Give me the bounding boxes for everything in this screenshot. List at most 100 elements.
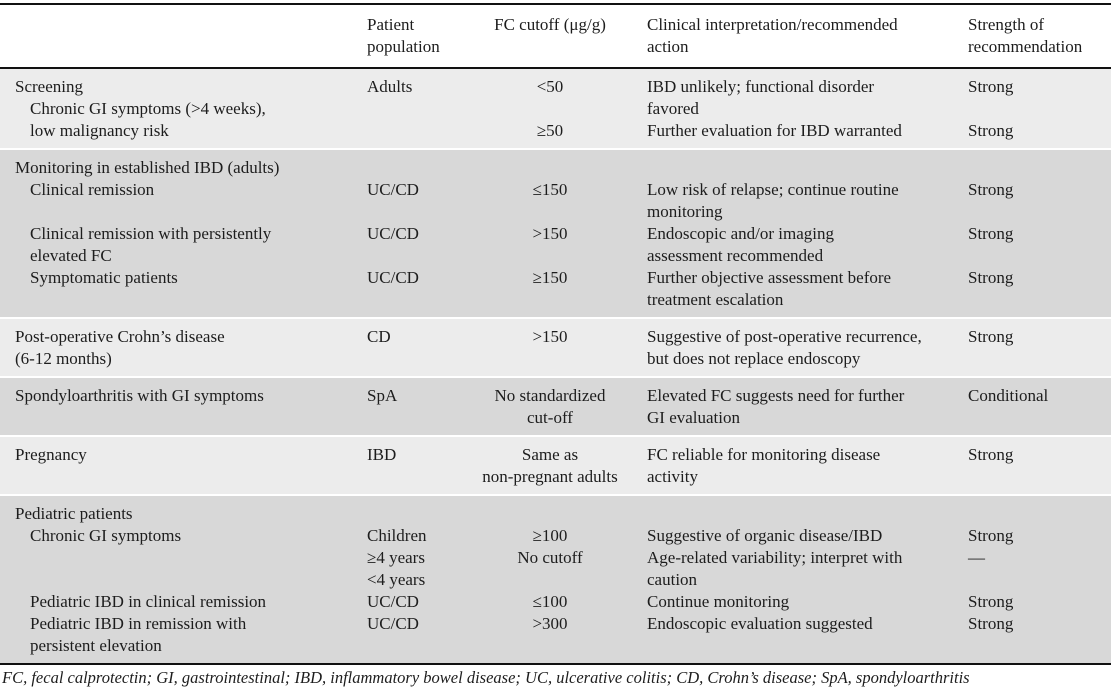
table-row: Screening Adults <50 IBD unlikely; function…	[0, 76, 1111, 98]
table-row: cut-off GI evaluation	[0, 407, 1111, 429]
table-row: Chronic GI symptoms Children ≥100 Suggestiv…	[0, 525, 1111, 547]
section-pediatric: Pediatric patients Chronic GI symptoms Chi…	[0, 496, 1111, 663]
table-row: ≥4 years No cutoff Age-related variability…	[0, 547, 1111, 569]
cell-col2: UC/CD	[367, 268, 419, 287]
column-header-row: Patient FC cutoff (μg/g) Clinical interpre…	[0, 14, 1111, 36]
cell-col5: Strong	[968, 614, 1014, 633]
cell-col2	[360, 635, 475, 657]
table-row: Pediatric patients	[0, 503, 1111, 525]
cell-col2	[360, 348, 475, 370]
cell-col5	[960, 157, 1111, 179]
cell-col3	[475, 201, 625, 223]
cell-col2: IBD	[367, 445, 397, 464]
cell-col3: non-pregnant adults	[482, 467, 618, 486]
cell-col3	[475, 157, 625, 179]
table-row: Symptomatic patients UC/CD ≥150 Further obj…	[0, 267, 1111, 289]
table-row: Pediatric IBD in remission with UC/CD >300…	[0, 613, 1111, 635]
cell-col3: ≤100	[532, 592, 568, 611]
cell-col5: Strength of	[968, 15, 1045, 34]
cell-col1: Post-operative Crohn’s disease	[15, 327, 225, 346]
cell-col2: Children	[367, 526, 427, 545]
cell-col4: monitoring	[647, 202, 723, 221]
cell-col5: recommendation	[968, 37, 1083, 56]
cell-col4: GI evaluation	[647, 408, 740, 427]
cell-col5	[960, 98, 1111, 120]
cell-col5: Strong	[968, 526, 1014, 545]
cell-col4: Age-related variability; interpret with	[647, 548, 903, 567]
cell-col4: Suggestive of organic disease/IBD	[647, 526, 883, 545]
cell-col3: Same as	[521, 445, 579, 464]
cell-col2: UC/CD	[367, 592, 419, 611]
cell-col3: >300	[532, 614, 568, 633]
cell-col3	[475, 348, 625, 370]
cell-col2: UC/CD	[367, 614, 419, 633]
cell-col2	[360, 201, 475, 223]
section-screening: Screening Adults <50 IBD unlikely; function…	[0, 69, 1111, 148]
cell-col3: >150	[532, 327, 568, 346]
table-row: <4 years caution	[0, 569, 1111, 591]
cell-col3: >150	[532, 224, 568, 243]
cell-col4	[625, 503, 960, 525]
cell-col5	[960, 569, 1111, 591]
cell-col2: SpA	[367, 386, 398, 405]
cell-col2: UC/CD	[367, 224, 419, 243]
cell-col3: No standardized	[494, 386, 606, 405]
cell-col2: CD	[367, 327, 391, 346]
table-body: Screening Adults <50 IBD unlikely; function…	[0, 69, 1111, 663]
section-post-operative-crohns: Post-operative Crohn’s disease CD >150 Sugg…	[0, 319, 1111, 376]
cell-col2: Patient	[367, 15, 415, 34]
cell-col4: caution	[647, 570, 698, 589]
cell-col1	[0, 547, 360, 569]
cell-col3	[475, 98, 625, 120]
table-row: (6-12 months) but does not replace endosc…	[0, 348, 1111, 370]
cell-col4: favored	[647, 99, 699, 118]
cell-col1: Pediatric patients	[15, 504, 133, 523]
table-row: Monitoring in established IBD (adults)	[0, 157, 1111, 179]
cell-col2: <4 years	[367, 570, 426, 589]
table-row: elevated FC assessment recommended	[0, 245, 1111, 267]
cell-col5: Strong	[968, 327, 1014, 346]
cell-col4: Elevated FC suggests need for further	[647, 386, 905, 405]
section-spondyloarthritis: Spondyloarthritis with GI symptoms SpA No …	[0, 378, 1111, 435]
table-header: Patient FC cutoff (μg/g) Clinical interpre…	[0, 5, 1111, 67]
cell-col5: Strong	[968, 445, 1014, 464]
cell-col1: Pediatric IBD in clinical remission	[30, 592, 267, 611]
cell-col2	[360, 157, 475, 179]
cell-col5	[960, 407, 1111, 429]
cell-col5: Strong	[968, 180, 1014, 199]
column-header-row: population action recommendation	[0, 36, 1111, 58]
cell-col4: treatment escalation	[647, 290, 784, 309]
cell-col5: Strong	[968, 268, 1014, 287]
cell-col1: (6-12 months)	[15, 349, 112, 368]
cell-col2: population	[367, 37, 440, 56]
cell-col3	[475, 289, 625, 311]
cell-col3: <50	[536, 77, 564, 96]
cell-col2: UC/CD	[367, 180, 419, 199]
cell-col3	[475, 635, 625, 657]
cell-col1: Monitoring in established IBD (adults)	[15, 158, 280, 177]
cell-col5: Strong	[968, 77, 1014, 96]
cell-col1: persistent elevation	[30, 636, 162, 655]
cell-col1	[0, 201, 360, 223]
header-bottom-rule	[0, 67, 1111, 69]
cell-col2	[360, 503, 475, 525]
cell-col4: Endoscopic and/or imaging	[647, 224, 834, 243]
cell-col4: Suggestive of post-operative recurrence,	[647, 327, 922, 346]
cell-col5: Strong	[968, 121, 1014, 140]
table-row: monitoring	[0, 201, 1111, 223]
cell-col1	[0, 569, 360, 591]
cell-col2	[360, 407, 475, 429]
section-monitoring-established-ibd: Monitoring in established IBD (adults) Cl…	[0, 150, 1111, 317]
cell-col2	[360, 120, 475, 142]
table-row: persistent elevation	[0, 635, 1111, 657]
cell-col3: No cutoff	[517, 548, 583, 567]
cell-col2: Adults	[367, 77, 413, 96]
cell-col4: Endoscopic evaluation suggested	[647, 614, 873, 633]
table-top-rule	[0, 3, 1111, 5]
cell-col2: ≥4 years	[367, 548, 425, 567]
cell-col4: Clinical interpretation/recommended	[647, 15, 898, 34]
cell-col1	[0, 36, 360, 58]
table-row: non-pregnant adults activity	[0, 466, 1111, 488]
cell-col5: Strong	[968, 224, 1014, 243]
cell-col1	[0, 407, 360, 429]
